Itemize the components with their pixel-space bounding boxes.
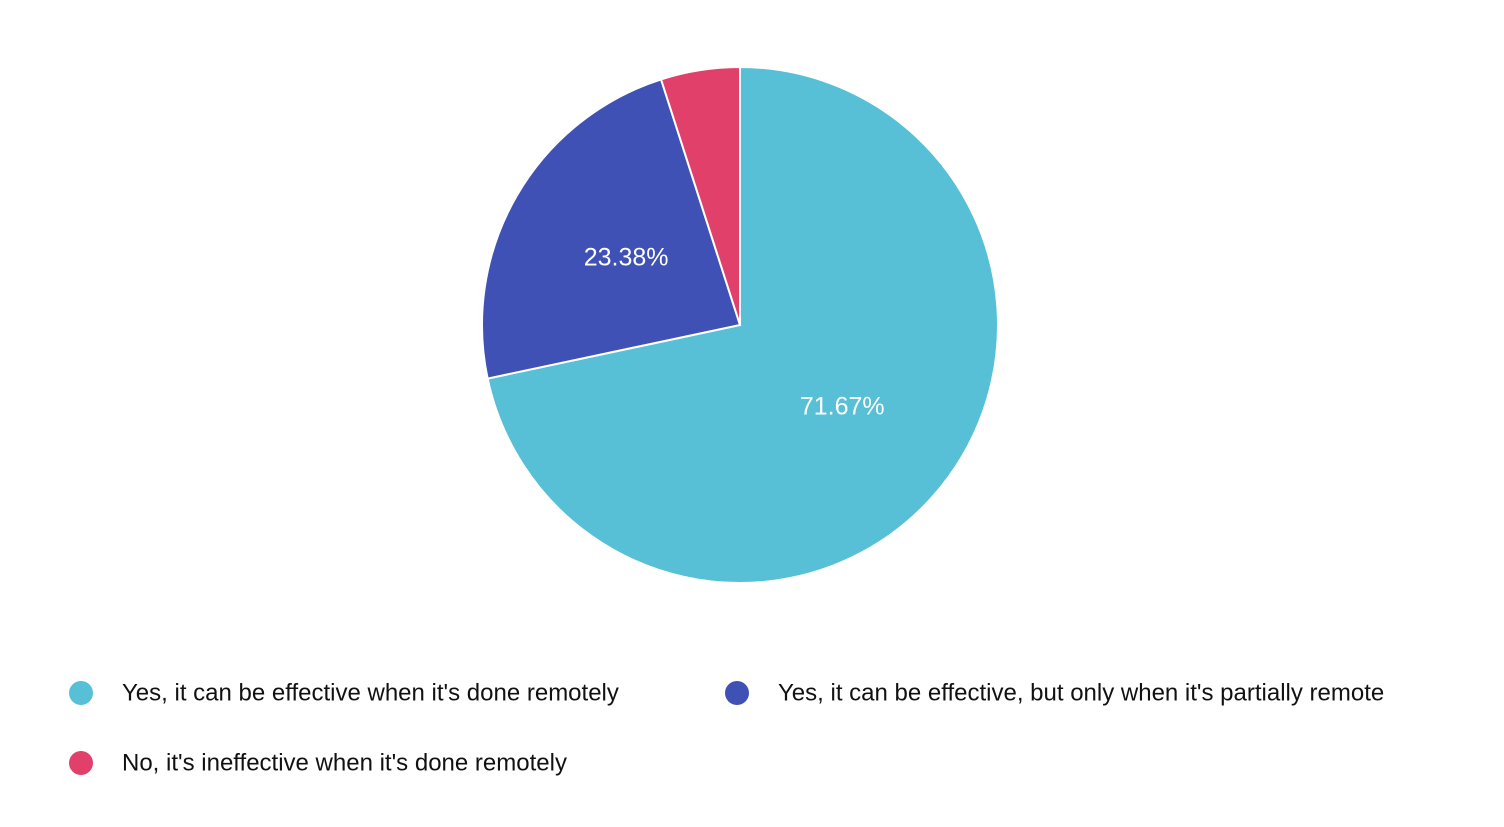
pie-slice — [481, 78, 742, 380]
slice-label: 71.67% — [800, 392, 885, 420]
legend-marker — [725, 681, 749, 705]
legend-label: No, it's ineffective when it's done remo… — [122, 749, 567, 776]
pie-slice — [659, 65, 741, 326]
legend-label: Yes, it can be effective when it's done … — [122, 679, 619, 706]
pie-slice — [486, 65, 999, 584]
legend-marker — [69, 751, 93, 775]
slice-label: 23.38% — [584, 244, 669, 272]
legend-marker — [69, 681, 93, 705]
legend-label: Yes, it can be effective, but only when … — [778, 679, 1384, 706]
